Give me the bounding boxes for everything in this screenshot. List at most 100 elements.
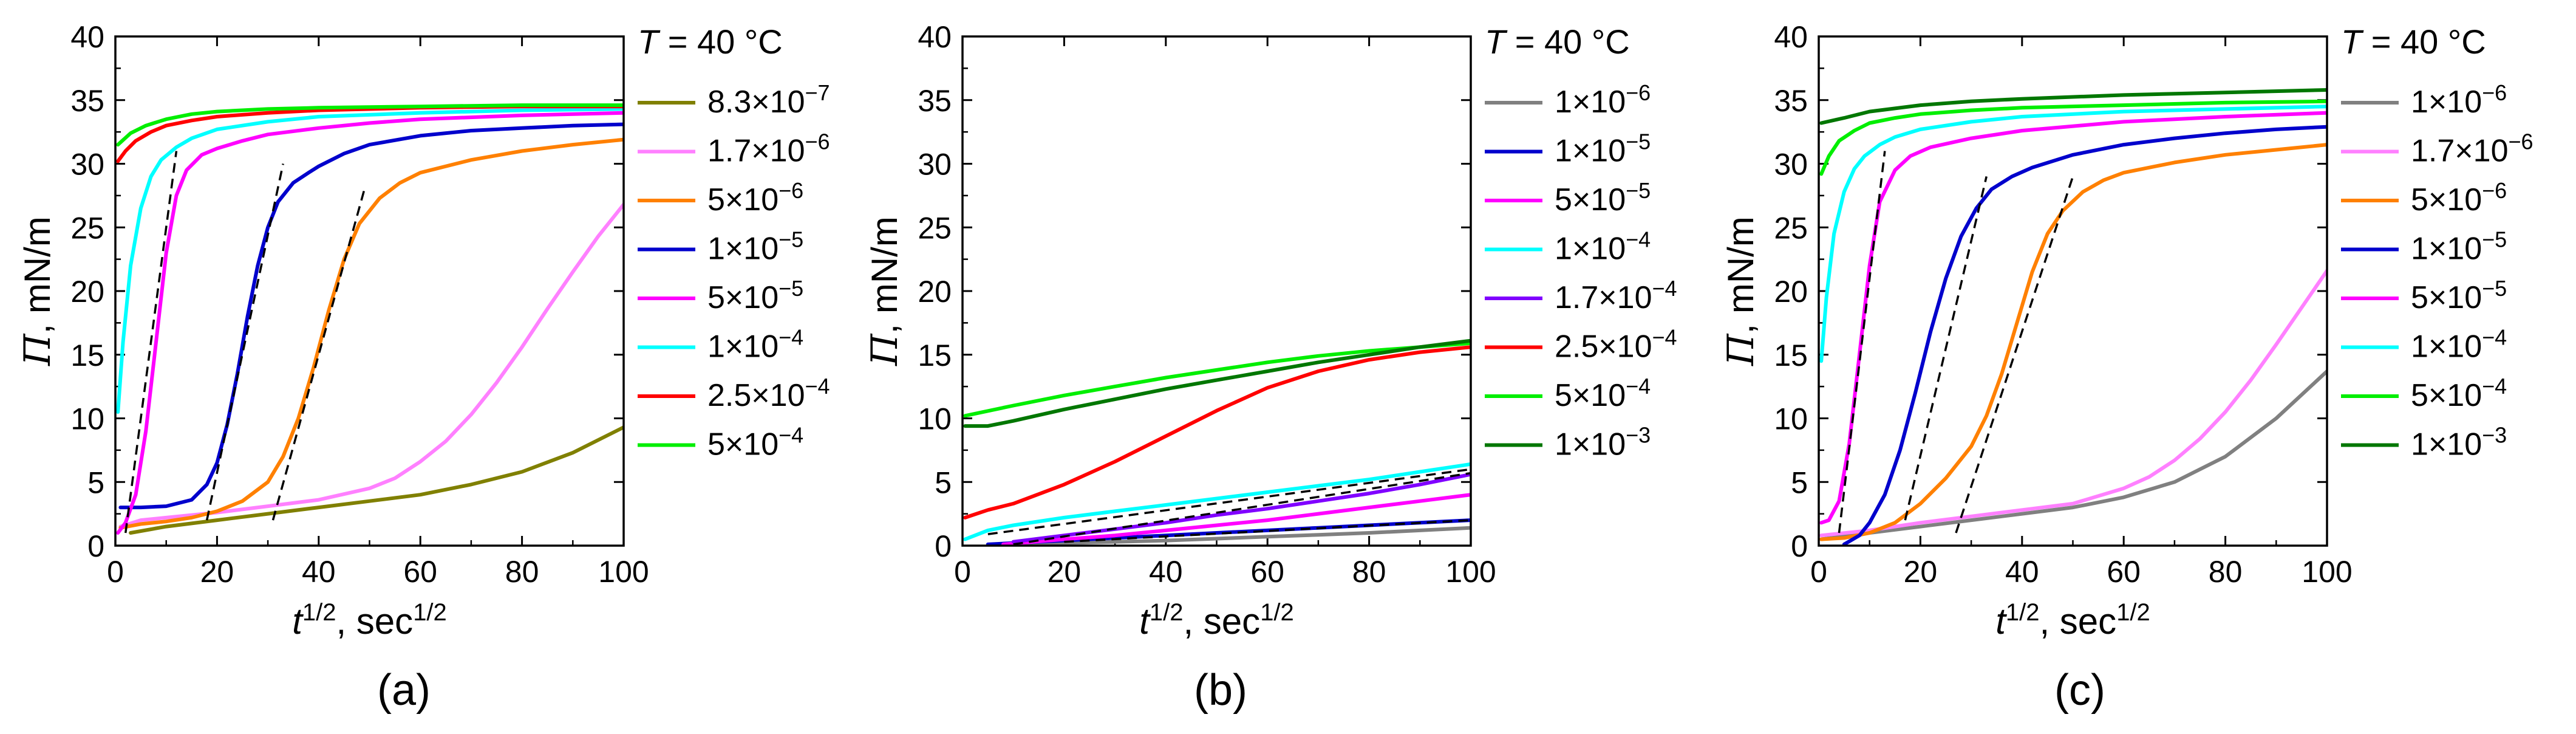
y-tick-label: 25 xyxy=(70,211,104,245)
y-tick-label: 30 xyxy=(70,148,104,182)
y-tick-label: 25 xyxy=(1774,211,1808,245)
fit-line-0 xyxy=(1838,151,1886,533)
y-tick-label: 0 xyxy=(935,529,952,563)
series-line-0 xyxy=(1819,369,2327,541)
x-tick-label: 100 xyxy=(2302,555,2352,589)
legend-entry-2: 5×10−6 xyxy=(2411,178,2507,218)
series-line-6 xyxy=(1819,99,2327,176)
y-tick-label: 40 xyxy=(918,20,952,54)
fit-line-2 xyxy=(1064,519,1471,543)
y-tick-label: 20 xyxy=(1774,275,1808,309)
y-tick-label: 5 xyxy=(935,465,952,499)
x-axis-title: t1/2, sec1/2 xyxy=(292,599,447,642)
x-tick-label: 20 xyxy=(1048,555,1082,589)
series-line-4 xyxy=(1011,472,1471,544)
x-tick-label: 40 xyxy=(1149,555,1183,589)
fit-line-0 xyxy=(124,151,178,533)
series-line-7 xyxy=(1819,88,2327,125)
x-tick-label: 0 xyxy=(1810,555,1827,589)
series-line-3 xyxy=(118,122,624,510)
legend-entry-5: 2.5×10−4 xyxy=(1555,324,1677,365)
x-axis-title: t1/2, sec1/2 xyxy=(1139,599,1294,642)
legend-entry-3: 1×10−5 xyxy=(707,227,803,267)
x-tick-label: 80 xyxy=(505,555,539,589)
legend-entry-1: 1.7×10−6 xyxy=(2411,129,2533,169)
legend-entry-1: 1×10−5 xyxy=(1555,129,1651,169)
series-line-5 xyxy=(1819,105,2327,363)
legend-entry-5: 1×10−4 xyxy=(2411,324,2507,365)
plot-area xyxy=(963,338,1471,546)
series-line-0 xyxy=(129,425,624,535)
series-line-3 xyxy=(1842,125,2327,546)
legend-entry-1: 1.7×10−6 xyxy=(707,129,830,169)
series-line-7 xyxy=(116,103,624,147)
x-tick-label: 60 xyxy=(403,555,437,589)
plot-area xyxy=(1819,88,2327,546)
legend-entry-6: 5×10−4 xyxy=(1555,374,1651,414)
y-tick-label: 40 xyxy=(1774,20,1808,54)
panel-label: (b) xyxy=(1194,666,1247,715)
series-line-0 xyxy=(1011,526,1471,546)
series-line-4 xyxy=(116,111,624,535)
plot-frame xyxy=(961,35,1472,547)
panel-a: 0 20 40 60 80 100 0 5 10 15 20 25 30 35 40 t1/2, sec1/2… xyxy=(16,20,830,715)
y-axis-title: Π, mN/m xyxy=(864,216,906,366)
x-tick-label: 60 xyxy=(2107,555,2141,589)
y-tick-label: 30 xyxy=(1774,148,1808,182)
y-tick-label: 10 xyxy=(70,402,104,436)
legend-entry-2: 5×10−5 xyxy=(1555,178,1651,218)
series-line-3 xyxy=(963,462,1471,541)
fit-line-0 xyxy=(987,468,1471,535)
legend-entry-6: 2.5×10−4 xyxy=(707,374,830,414)
panel-label: (c) xyxy=(2054,666,2105,715)
y-tick-label: 15 xyxy=(918,338,952,372)
y-tick-label: 10 xyxy=(918,402,952,436)
legend-entry-0: 1×10−6 xyxy=(1555,80,1651,120)
y-tick-label: 5 xyxy=(87,465,104,499)
legend-entry-0: 1×10−6 xyxy=(2411,80,2507,120)
x-tick-label: 80 xyxy=(2209,555,2243,589)
y-tick-label: 10 xyxy=(1774,402,1808,436)
fit-line-1 xyxy=(205,163,284,521)
series-line-1 xyxy=(1819,269,2327,538)
y-tick-label: 20 xyxy=(918,275,952,309)
series-line-2 xyxy=(118,137,624,530)
y-tick-label: 0 xyxy=(87,529,104,563)
y-axis-title: Π, mN/m xyxy=(1720,216,1762,366)
legend-entry-7: 1×10−3 xyxy=(2411,422,2507,462)
fit-line-1 xyxy=(1013,472,1471,546)
y-tick-label: 35 xyxy=(70,84,104,118)
x-tick-label: 40 xyxy=(2005,555,2039,589)
legend-entry-4: 5×10−5 xyxy=(707,276,803,316)
legend-entry-7: 5×10−4 xyxy=(707,422,803,462)
legend-entry-7: 1×10−3 xyxy=(1555,422,1651,462)
x-tick-label: 60 xyxy=(1250,555,1284,589)
y-tick-label: 25 xyxy=(918,211,952,245)
legend-entry-3: 1×10−5 xyxy=(2411,227,2507,267)
series-line-2 xyxy=(1819,143,2327,541)
fit-line-2 xyxy=(271,188,366,521)
legend-entry-2: 5×10−6 xyxy=(707,178,803,218)
panel-c: 0 20 40 60 80 100 0 5 10 15 20 25 30 35 40 t1/2, sec1/2… xyxy=(1720,20,2533,715)
y-tick-label: 0 xyxy=(1791,529,1808,563)
legend-title: T = 40 °C xyxy=(2341,22,2486,61)
panel-label: (a) xyxy=(377,666,431,715)
legend-entry-3: 1×10−4 xyxy=(1555,227,1651,267)
plot-area xyxy=(116,103,624,535)
series-line-5 xyxy=(116,107,624,414)
legend-entry-6: 5×10−4 xyxy=(2411,374,2507,414)
x-tick-label: 40 xyxy=(302,555,336,589)
x-tick-label: 0 xyxy=(954,555,971,589)
legend-title: T = 40 °C xyxy=(638,22,783,61)
y-tick-label: 35 xyxy=(918,84,952,118)
x-tick-label: 100 xyxy=(1445,555,1496,589)
legend-entry-0: 8.3×10−7 xyxy=(707,80,830,120)
x-tick-label: 20 xyxy=(200,555,234,589)
legend-entry-4: 1.7×10−4 xyxy=(1555,276,1677,316)
legend-entry-5: 1×10−4 xyxy=(707,324,803,365)
y-tick-label: 15 xyxy=(70,338,104,372)
series-line-6 xyxy=(963,341,1471,418)
x-tick-label: 0 xyxy=(107,555,124,589)
legend-entry-4: 5×10−5 xyxy=(2411,276,2507,316)
